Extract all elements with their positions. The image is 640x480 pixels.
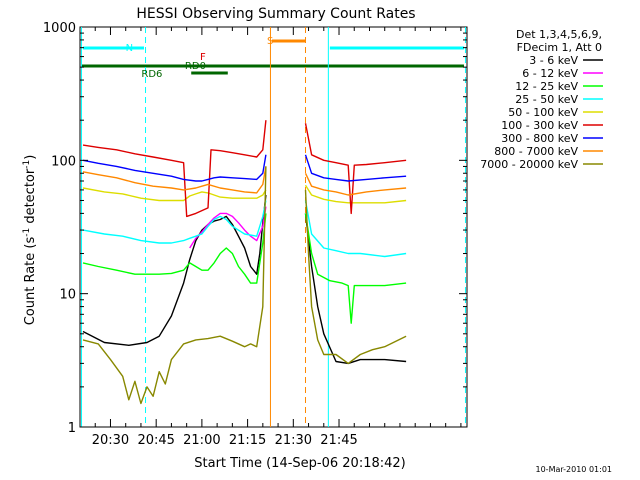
series-line-8-0 — [82, 166, 267, 405]
x-tick-label: 20:45 — [137, 433, 174, 448]
series-line-7-0 — [82, 166, 267, 194]
series-line-3-1 — [304, 200, 407, 258]
series-line-6-1 — [304, 154, 407, 182]
x-axis: 20:30 20:45 21:00 21:15 21:30 21:45 — [79, 27, 462, 448]
y-tick-label: 10 — [59, 288, 76, 303]
flag-label-rd6: RD6 — [141, 69, 162, 80]
x-tick-label: 21:30 — [275, 433, 312, 448]
x-tick-label: 21:45 — [320, 433, 357, 448]
series-line-5-1 — [304, 123, 407, 215]
flag-bars — [81, 39, 464, 75]
flag-label-s: S — [267, 36, 273, 47]
chart-title: HESSI Observing Summary Count Rates — [136, 6, 415, 22]
state-vertical-lines — [81, 27, 466, 427]
legend-entry-label: 100 - 300 keV — [501, 119, 578, 132]
series-line-3-0 — [82, 200, 267, 244]
flag-label-rd0: RD0 — [185, 61, 206, 72]
y-axis-label-main: Count Rate (s — [23, 237, 38, 326]
legend-header-0: Det 1,3,4,5,6,9, — [516, 28, 602, 41]
y-axis-label-end: ) — [23, 155, 38, 160]
x-tick-label: 21:15 — [229, 433, 266, 448]
y-axis-label-mid: detector — [23, 168, 38, 228]
legend-entry-label: 800 - 7000 keV — [494, 145, 578, 158]
series-line-0-0 — [82, 194, 267, 346]
series-line-7-1 — [304, 173, 407, 196]
series-line-4-1 — [304, 184, 407, 204]
legend-entry-label: 300 - 800 keV — [501, 132, 578, 145]
y-axis-label-sup1: -1 — [22, 228, 32, 237]
y-axis: 1 10 100 1000 — [43, 21, 467, 436]
legend-entry-label: 3 - 6 keV — [529, 54, 578, 67]
series-line-2-1 — [304, 213, 407, 324]
series-line-1-0 — [189, 206, 267, 249]
flag-label-f: F — [200, 52, 206, 63]
legend-entry-label: 25 - 50 keV — [515, 93, 578, 106]
flag-label-n: N — [126, 43, 133, 54]
y-tick-label: 1000 — [43, 21, 76, 36]
x-tick-label: 20:30 — [92, 433, 129, 448]
legend-entry-label: 7000 - 20000 keV — [480, 158, 578, 171]
y-axis-label-sup2: -1 — [22, 160, 32, 169]
x-tick-label: 21:00 — [183, 433, 220, 448]
series-line-2-0 — [82, 213, 267, 284]
y-tick-label: 100 — [51, 154, 76, 169]
series-line-4-0 — [82, 187, 267, 202]
y-axis-label: Count Rate (s-1 detector-1) — [22, 155, 38, 326]
series-line-6-0 — [82, 154, 267, 182]
series-line-0-1 — [304, 213, 407, 365]
y-tick-label: 1 — [68, 421, 76, 436]
legend-entry-label: 6 - 12 keV — [522, 67, 578, 80]
plot-area: 20:30 20:45 21:00 21:15 21:30 21:45 1 10 100 100… — [43, 21, 468, 448]
series-line-8-1 — [304, 189, 407, 365]
series-line-5-0 — [82, 120, 267, 218]
timestamp: 10-Mar-2010 01:01 — [536, 465, 613, 474]
plot-frame — [79, 26, 468, 428]
x-axis-label: Start Time (14-Sep-06 20:18:42) — [194, 456, 405, 471]
legend-header-1: FDecim 1, Att 0 — [517, 41, 602, 54]
series-group — [82, 120, 407, 405]
legend: Det 1,3,4,5,6,9,FDecim 1, Att 03 - 6 keV… — [480, 28, 603, 171]
legend-entry-label: 50 - 100 keV — [508, 106, 578, 119]
legend-entry-label: 12 - 25 keV — [515, 80, 578, 93]
